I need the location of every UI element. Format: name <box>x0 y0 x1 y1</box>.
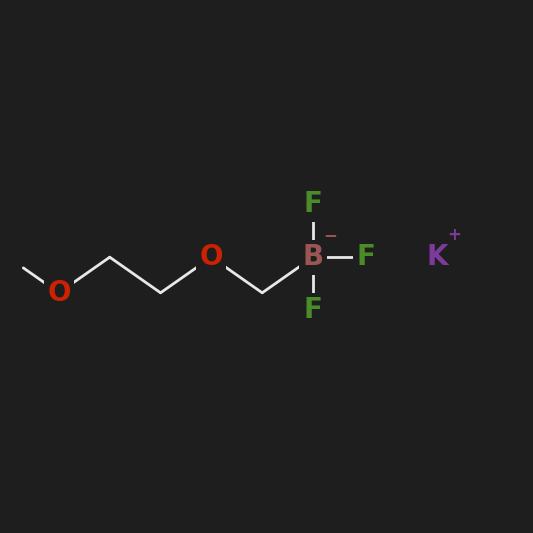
Text: −: − <box>323 225 337 244</box>
Text: B: B <box>302 243 324 271</box>
Text: +: + <box>447 225 461 244</box>
Text: K: K <box>426 243 448 271</box>
Text: O: O <box>47 279 71 307</box>
Text: F: F <box>357 243 375 271</box>
Text: F: F <box>304 296 322 324</box>
Text: F: F <box>304 190 322 219</box>
Text: O: O <box>200 243 223 271</box>
